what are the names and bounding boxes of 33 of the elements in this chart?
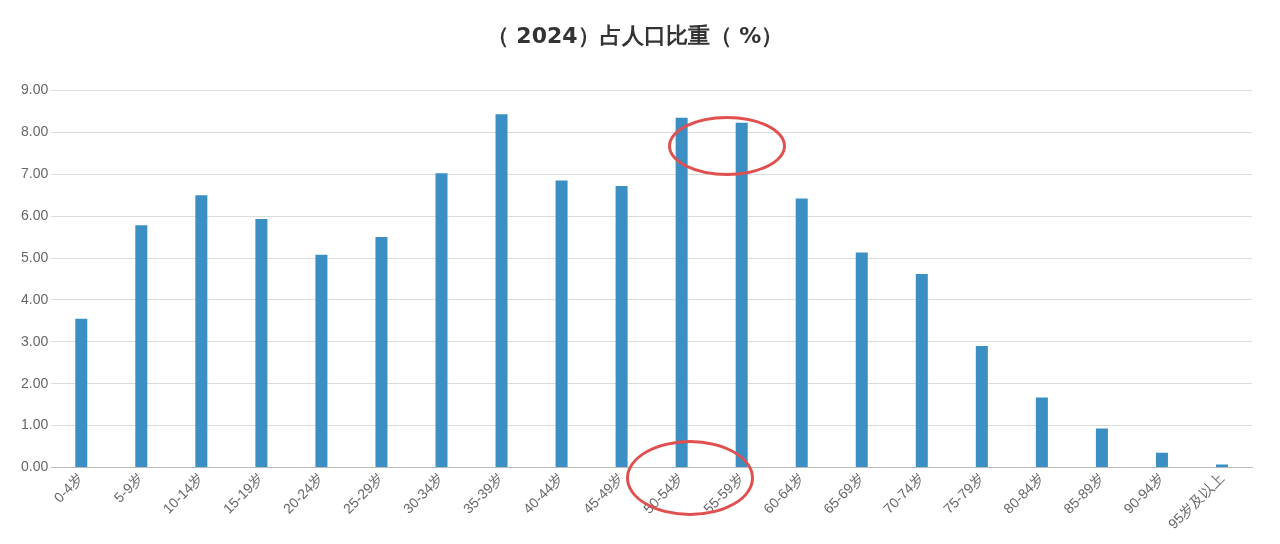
bar bbox=[375, 237, 388, 468]
x-tick-label: 95岁及以上 bbox=[1164, 469, 1227, 532]
bar bbox=[615, 185, 628, 468]
y-tick-label: 9.00 bbox=[21, 81, 49, 98]
y-tick-label: 5.00 bbox=[21, 248, 49, 265]
y-tick-label: 3.00 bbox=[21, 332, 49, 349]
y-tick-label: 1.00 bbox=[21, 416, 49, 433]
y-tick-label: 4.00 bbox=[21, 290, 49, 307]
bar bbox=[915, 273, 928, 468]
y-tick-label: 0.00 bbox=[21, 458, 49, 475]
bar bbox=[75, 318, 88, 468]
bar bbox=[735, 122, 748, 468]
y-tick-label: 8.00 bbox=[21, 123, 49, 140]
bar bbox=[555, 180, 568, 468]
bar bbox=[855, 252, 868, 468]
chart-title: （ 2024）占人口比重（ %） bbox=[486, 22, 784, 48]
x-tick-label: 5-9岁 bbox=[110, 469, 147, 506]
bar bbox=[495, 114, 508, 468]
bar bbox=[1095, 428, 1108, 468]
bar bbox=[195, 195, 208, 468]
y-tick-label: 2.00 bbox=[21, 374, 49, 391]
y-tick-label: 7.00 bbox=[21, 165, 49, 182]
bar bbox=[315, 254, 328, 468]
bar bbox=[255, 219, 268, 468]
y-tick-label: 6.00 bbox=[21, 206, 49, 223]
bar bbox=[675, 117, 688, 468]
bar bbox=[435, 173, 448, 468]
bar bbox=[1155, 452, 1168, 468]
bar bbox=[135, 225, 148, 468]
x-tick-label: 0-4岁 bbox=[50, 469, 87, 506]
bar bbox=[1035, 397, 1048, 468]
bar bbox=[975, 346, 988, 468]
bar bbox=[795, 198, 808, 468]
